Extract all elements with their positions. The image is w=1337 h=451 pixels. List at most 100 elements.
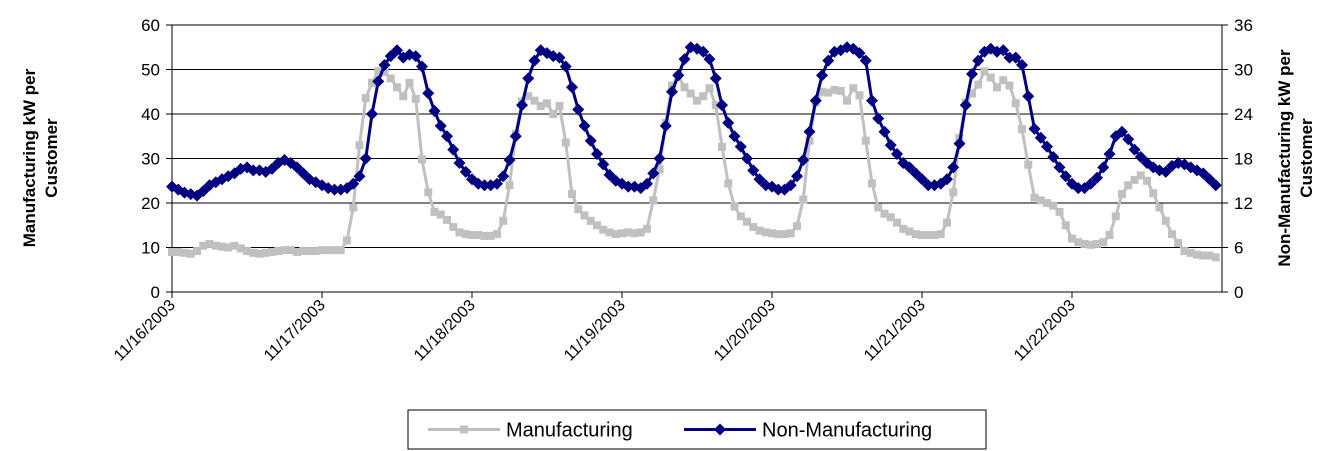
data-point (949, 188, 958, 197)
y2-tick-label: 6 (1234, 239, 1243, 258)
data-point (1068, 234, 1076, 243)
data-point (728, 130, 741, 143)
data-point (353, 170, 366, 183)
data-point (509, 130, 522, 143)
data-point (1049, 201, 1058, 210)
data-point (680, 83, 689, 92)
data-point (555, 101, 564, 110)
data-point (218, 242, 226, 251)
data-point (374, 67, 383, 76)
data-point (699, 92, 708, 101)
data-point (536, 101, 545, 110)
data-point (880, 209, 889, 218)
data-point (868, 179, 876, 188)
data-point (478, 179, 491, 192)
data-point (711, 101, 720, 110)
data-point (486, 231, 495, 240)
data-point (599, 225, 608, 234)
data-point (180, 248, 189, 257)
data-point (1099, 238, 1108, 247)
data-point (336, 246, 345, 255)
data-point (1053, 161, 1066, 174)
data-point (378, 59, 391, 72)
data-point (618, 229, 626, 238)
data-point (318, 246, 326, 255)
data-point (1180, 247, 1189, 256)
data-point (941, 173, 953, 186)
y2-tick-label: 18 (1234, 150, 1253, 169)
data-point (299, 247, 308, 256)
data-point (805, 136, 814, 145)
y2-tick-label: 12 (1234, 194, 1253, 213)
data-point (774, 230, 783, 239)
data-point (572, 103, 585, 116)
y2-tick-label: 30 (1234, 61, 1253, 80)
data-point (459, 165, 472, 178)
data-point (1193, 250, 1201, 259)
data-point (1034, 131, 1047, 144)
x-tick-label: 11/19/2003 (561, 297, 629, 365)
data-point (666, 85, 678, 98)
data-point (772, 183, 785, 196)
data-point (274, 247, 283, 256)
data-point (1130, 175, 1139, 184)
data-point (1024, 160, 1033, 169)
data-point (830, 85, 839, 94)
data-point (347, 177, 360, 190)
data-point (291, 161, 303, 174)
data-point (405, 78, 414, 87)
data-point (528, 54, 541, 67)
data-point (918, 231, 926, 240)
data-point (668, 81, 676, 90)
data-point (1055, 207, 1064, 216)
data-point (453, 156, 466, 169)
data-point (1003, 51, 1016, 64)
data-point (1091, 171, 1103, 184)
data-point (1086, 240, 1095, 249)
data-point (474, 231, 483, 240)
data-point (499, 216, 508, 225)
data-point (930, 231, 939, 240)
data-point (809, 94, 822, 107)
data-point (359, 152, 372, 165)
data-point (1122, 133, 1135, 146)
data-point (586, 216, 595, 225)
data-point (468, 231, 476, 240)
data-point (505, 181, 514, 190)
data-point (399, 92, 408, 101)
data-point (647, 167, 660, 180)
data-point (1174, 239, 1183, 248)
x-tick-label: 11/16/2003 (111, 297, 179, 365)
data-point (755, 226, 764, 235)
data-point (493, 230, 501, 239)
data-point (568, 190, 576, 199)
data-point (1011, 99, 1020, 108)
data-point (803, 125, 816, 138)
y-tick-label: 50 (141, 61, 160, 80)
data-point (886, 213, 895, 222)
data-point (659, 119, 672, 132)
data-point (791, 170, 803, 183)
data-point (947, 161, 960, 174)
data-point (424, 188, 433, 197)
data-point (330, 246, 339, 255)
data-point (861, 136, 870, 145)
data-point (724, 179, 733, 188)
data-point (786, 229, 795, 238)
data-point (943, 218, 951, 227)
data-point (972, 54, 985, 67)
data-point (524, 92, 533, 101)
data-point (1149, 189, 1158, 198)
x-tick-label: 11/22/2003 (1011, 297, 1079, 365)
data-point (280, 246, 289, 255)
data-point (822, 54, 835, 67)
data-point (818, 87, 826, 96)
data-point (1047, 151, 1060, 164)
data-point (622, 180, 635, 193)
data-point (1016, 59, 1028, 72)
data-point (368, 78, 376, 87)
data-point (286, 246, 295, 255)
data-point (1072, 182, 1085, 195)
data-point (349, 203, 358, 212)
data-point (641, 177, 653, 190)
